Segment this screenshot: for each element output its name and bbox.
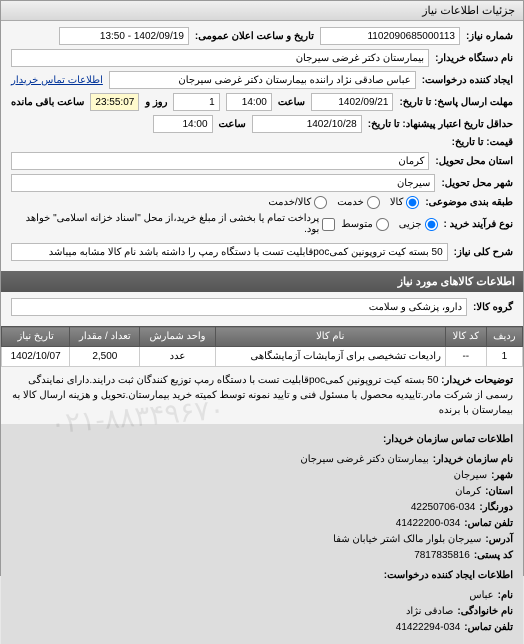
td-code: -- — [445, 347, 486, 367]
form-section: شماره نیاز: 1102090685000113 تاریخ و ساع… — [1, 21, 523, 271]
process-radio-group: جزیی متوسط — [341, 218, 437, 231]
c-city-label: شهر: — [491, 468, 513, 484]
goods-table: ردیف کد کالا نام کالا واحد شمارش تعداد /… — [1, 326, 523, 367]
th-code: کد کالا — [445, 327, 486, 347]
c-fax-label: دورنگار: — [479, 500, 513, 516]
td-idx: 1 — [486, 347, 522, 367]
process-note-check[interactable]: پرداخت تمام یا بخشی از مبلغ خرید،از محل … — [11, 213, 335, 235]
deadline-send-time-label: ساعت — [278, 97, 305, 108]
c-phone2-label: تلفن تماس: — [464, 620, 513, 636]
remaining-time: 23:55:07 — [90, 93, 139, 111]
th-date: تاریخ نیاز — [2, 327, 70, 347]
c-phone2: 41422294-034 — [396, 620, 461, 636]
deadline-send-time: 14:00 — [226, 93, 272, 111]
province-field: کرمان — [11, 152, 429, 170]
process-opt1[interactable]: جزیی — [399, 218, 438, 231]
tab-header[interactable]: جزئیات اطلاعات نیاز — [1, 1, 523, 21]
goods-group-label: گروه کالا: — [473, 302, 513, 313]
c-family-label: نام خانوادگی: — [457, 604, 513, 620]
buyer-org-field: بیمارستان دکتر غرضی سیرجان — [11, 49, 429, 67]
budget-radio-group: کالا خدمت کالا/خدمت — [268, 196, 419, 209]
main-window: جزئیات اطلاعات نیاز شماره نیاز: 11020906… — [0, 0, 524, 576]
deadline-send-date: 1402/09/21 — [311, 93, 393, 111]
city-field: سیرجان — [11, 174, 435, 192]
c-province: کرمان — [455, 484, 481, 500]
buyer-org-label: نام دستگاه خریدار: — [435, 53, 513, 64]
c-city: سیرجان — [454, 468, 488, 484]
process-checkbox[interactable] — [322, 218, 335, 231]
c-address: سیرجان بلوار مالک اشتر خیابان شفا — [333, 532, 481, 548]
td-unit: عدد — [140, 347, 215, 367]
c-org-label: نام سازمان خریدار: — [433, 452, 513, 468]
c-name-label: نام: — [498, 588, 513, 604]
delivery-time-label: ساعت — [219, 119, 246, 130]
creator-label: ایجاد کننده درخواست: — [422, 75, 513, 86]
delivery-date: 1402/10/28 — [252, 115, 362, 133]
td-qty: 2,500 — [70, 347, 140, 367]
province-label: استان محل تحویل: — [435, 156, 513, 167]
process-label: نوع فرآیند خرید : — [444, 219, 513, 230]
process-radio-2[interactable] — [376, 218, 389, 231]
creator-field: عباس صادقی نژاد راننده بیمارستان دکتر غر… — [109, 71, 416, 89]
remaining-label: ساعت باقی مانده — [11, 97, 84, 108]
main-title-label: شرح کلی نیاز: — [454, 247, 513, 258]
goods-section-header: اطلاعات کالاهای مورد نیاز — [1, 271, 523, 292]
city-label: شهر محل تحویل: — [441, 178, 513, 189]
desc-text: 50 بسته کیت تروپونین کمیpocقابلیت تست با… — [12, 375, 513, 416]
c-phone-label: تلفن تماس: — [464, 516, 513, 532]
c-name: عباس — [469, 588, 493, 604]
c-org: بیمارستان دکتر غرضی سیرجان — [300, 452, 428, 468]
desc-label: توضیحات خریدار: — [441, 375, 513, 386]
budget-opt2[interactable]: خدمت — [337, 196, 380, 209]
process-radio-1[interactable] — [425, 218, 438, 231]
table-header-row: ردیف کد کالا نام کالا واحد شمارش تعداد /… — [2, 327, 523, 347]
contact-section-title: اطلاعات تماس سازمان خریدار: — [11, 432, 513, 448]
deadline-send-label: مهلت ارسال پاسخ: تا تاریخ: — [399, 97, 513, 108]
desc-section: توضیحات خریدار: 50 بسته کیت تروپونین کمی… — [1, 367, 523, 424]
announce-date-field: 1402/09/19 - 13:50 — [59, 27, 189, 45]
delivery-deadline-label: حداقل تاریخ اعتبار پیشنهاد: تا تاریخ: — [368, 119, 513, 130]
contact-link[interactable]: اطلاعات تماس خریدار — [11, 75, 103, 86]
c-phone: 41422200-034 — [396, 516, 461, 532]
c-family: صادقی نژاد — [406, 604, 453, 620]
budget-radio-2[interactable] — [367, 196, 380, 209]
delivery-time: 14:00 — [153, 115, 213, 133]
th-qty: تعداد / مقدار — [70, 327, 140, 347]
main-title-field: 50 بسته کیت تروپونین کمیpocقابلیت تست با… — [11, 243, 448, 261]
process-opt2[interactable]: متوسط — [341, 218, 388, 231]
th-unit: واحد شمارش — [140, 327, 215, 347]
th-name: نام کالا — [215, 327, 445, 347]
td-date: 1402/10/07 — [2, 347, 70, 367]
budget-label: طبقه بندی موضوعی: — [425, 197, 513, 208]
td-name: رادیعات تشخیصی برای آزمایشات آزمایشگاهی — [215, 347, 445, 367]
day-value: 1 — [173, 93, 219, 111]
tab-title: جزئیات اطلاعات نیاز — [422, 5, 515, 17]
budget-opt1[interactable]: کالا — [390, 196, 420, 209]
c-fax: 42250706-034 — [411, 500, 476, 516]
request-no-label: شماره نیاز: — [466, 31, 513, 42]
table-row[interactable]: 1 -- رادیعات تشخیصی برای آزمایشات آزمایش… — [2, 347, 523, 367]
budget-opt3[interactable]: کالا/خدمت — [268, 196, 327, 209]
announce-date-label: تاریخ و ساعت اعلان عمومی: — [195, 31, 314, 42]
contact-section: اطلاعات تماس سازمان خریدار: نام سازمان خ… — [1, 424, 523, 644]
th-idx: ردیف — [486, 327, 522, 347]
day-label: روز و — [145, 97, 167, 108]
c-address-label: آدرس: — [485, 532, 513, 548]
request-no-field: 1102090685000113 — [320, 27, 460, 45]
price-label: قیمت: تا تاریخ: — [452, 137, 513, 148]
c-postal-label: کد پستی: — [474, 548, 513, 564]
budget-radio-1[interactable] — [406, 196, 419, 209]
creator-section-title: اطلاعات ایجاد کننده درخواست: — [11, 568, 513, 584]
budget-radio-3[interactable] — [314, 196, 327, 209]
c-province-label: استان: — [485, 484, 513, 500]
c-postal: 7817835816 — [414, 548, 470, 564]
goods-group-field: دارو، پزشکی و سلامت — [11, 298, 467, 316]
